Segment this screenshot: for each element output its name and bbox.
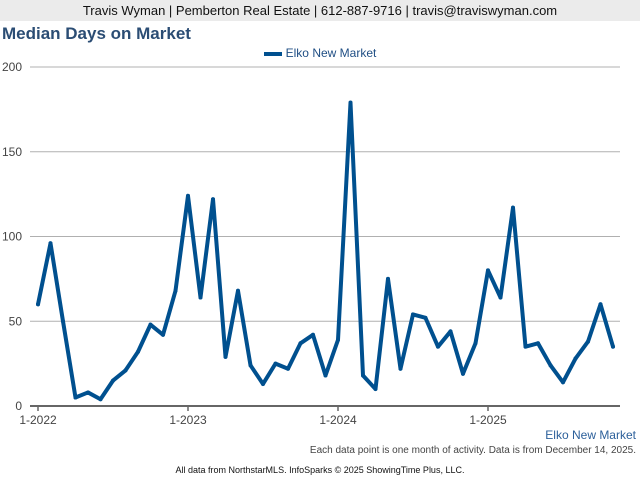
- data-point: [598, 302, 603, 307]
- y-tick-label: 150: [2, 145, 22, 159]
- data-point: [248, 363, 253, 368]
- data-point: [473, 341, 478, 346]
- data-point: [411, 312, 415, 317]
- data-point: [286, 366, 290, 371]
- data-point: [548, 363, 553, 368]
- data-point: [573, 356, 578, 361]
- data-point: [448, 329, 453, 334]
- data-point: [323, 373, 328, 378]
- data-point: [198, 295, 203, 300]
- y-tick-label: 200: [2, 60, 22, 74]
- data-point: [186, 193, 190, 198]
- data-point: [336, 337, 340, 342]
- data-point: [223, 354, 228, 359]
- series-line: [36, 100, 615, 402]
- data-point: [498, 295, 503, 300]
- series-footer-label: Elko New Market: [545, 428, 636, 442]
- data-point: [123, 368, 128, 373]
- y-tick-label: 50: [9, 314, 23, 328]
- data-point: [461, 371, 465, 376]
- data-point: [423, 315, 428, 320]
- data-point: [398, 366, 403, 371]
- y-tick-label: 100: [2, 230, 22, 244]
- data-point: [523, 344, 528, 349]
- data-point: [61, 319, 65, 324]
- x-tick-label: 1-2023: [169, 413, 207, 427]
- data-point: [73, 395, 78, 400]
- y-tick-label: 0: [15, 399, 22, 413]
- data-point: [161, 332, 165, 337]
- data-point: [136, 349, 140, 354]
- data-point: [111, 378, 115, 383]
- data-point: [236, 288, 240, 293]
- data-point: [561, 380, 565, 385]
- chart-title: Median Days on Market: [2, 24, 191, 43]
- contact-header: Travis Wyman | Pemberton Real Estate | 6…: [0, 0, 640, 21]
- data-point: [148, 322, 153, 327]
- data-point: [86, 390, 90, 395]
- data-point: [48, 241, 53, 246]
- data-point: [386, 276, 390, 281]
- data-point: [486, 268, 490, 273]
- x-tick-label: 1-2022: [19, 413, 57, 427]
- data-point: [586, 339, 590, 344]
- data-point: [36, 302, 40, 307]
- data-point: [536, 341, 540, 346]
- credit: All data from NorthstarMLS. InfoSparks ©…: [175, 465, 465, 475]
- legend-label: Elko New Market: [285, 46, 377, 60]
- data-point: [436, 344, 440, 349]
- x-tick-label: 1-2025: [469, 413, 507, 427]
- data-point: [511, 205, 515, 210]
- data-note: Each data point is one month of activity…: [309, 445, 636, 456]
- data-point: [173, 288, 178, 293]
- legend-swatch: [263, 51, 282, 56]
- data-point: [211, 197, 215, 202]
- legend[interactable]: Elko New Market: [0, 46, 640, 60]
- data-point: [98, 397, 103, 402]
- x-tick-label: 1-2024: [319, 413, 357, 427]
- data-point: [611, 344, 615, 349]
- data-point: [361, 373, 365, 378]
- data-point: [373, 387, 378, 392]
- data-point: [311, 332, 315, 337]
- data-point: [273, 361, 278, 366]
- data-point: [348, 100, 353, 105]
- data-point: [261, 381, 265, 386]
- data-point: [298, 341, 303, 346]
- line-chart: 0 50 100 150 200 1-2022 1-2023 1-2024 1-2025: [2, 60, 620, 427]
